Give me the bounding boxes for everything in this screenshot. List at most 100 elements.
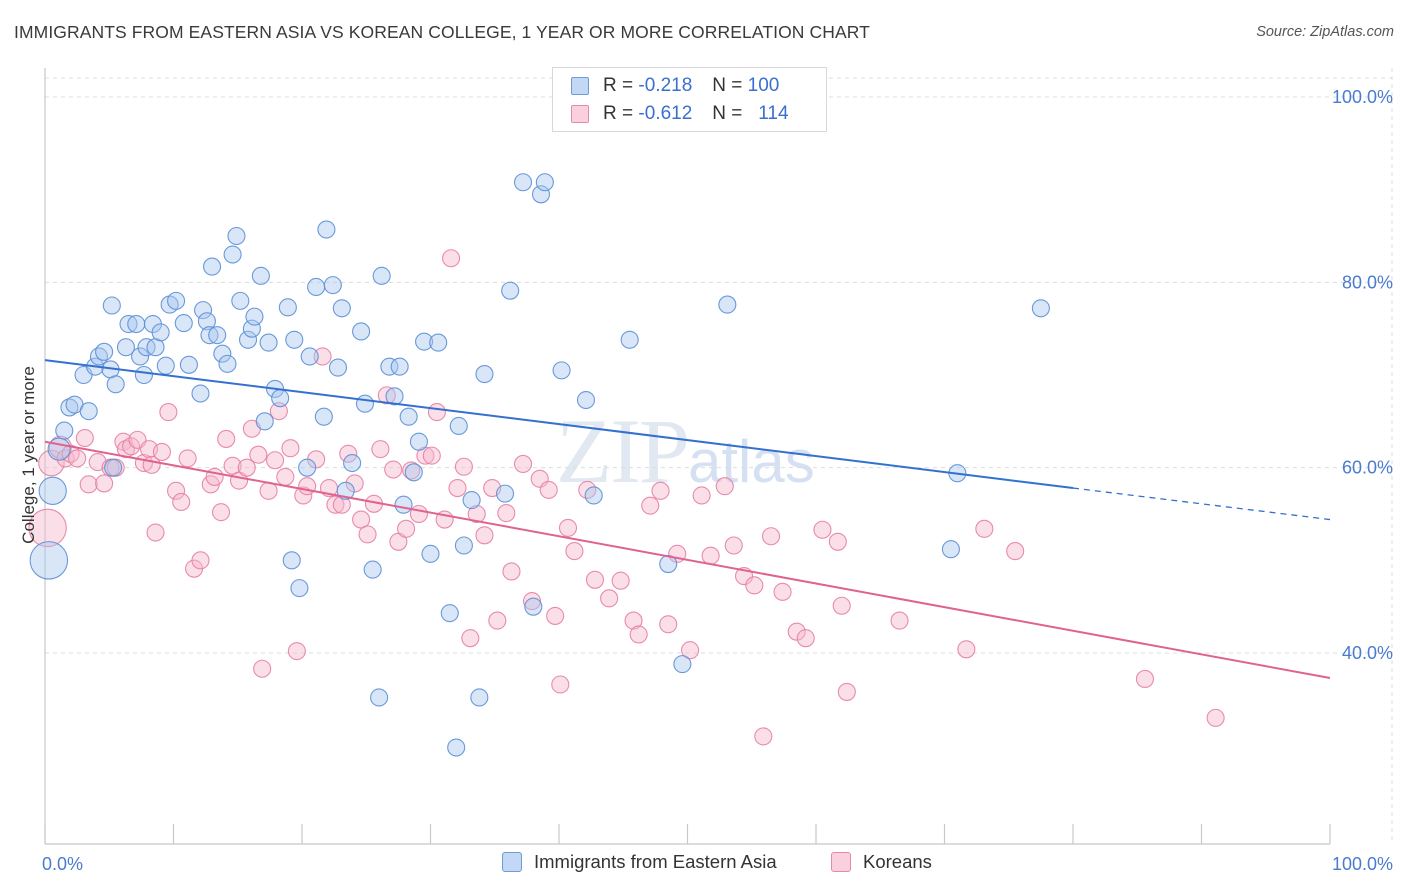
legend-r-label: R = — [603, 75, 634, 96]
korean-point — [1135, 669, 1155, 688]
eastern-asia-point — [218, 354, 237, 373]
eastern-asia-point — [197, 312, 216, 331]
eastern-asia-point — [524, 597, 543, 616]
eastern-asia-point — [501, 281, 520, 300]
eastern-asia-point — [282, 551, 301, 570]
korean-point — [659, 615, 678, 634]
chart-title: IMMIGRANTS FROM EASTERN ASIA VS KOREAN C… — [14, 22, 870, 42]
eastern-asia-point — [941, 540, 960, 559]
eastern-asia-point — [278, 298, 297, 317]
eastern-asia-point — [208, 326, 227, 345]
eastern-asia-point — [106, 375, 125, 394]
korean-point — [211, 503, 231, 522]
korean-point — [1206, 708, 1225, 727]
korean-point — [159, 403, 178, 422]
legend-label-eastern-asia: Immigrants from Eastern Asia — [534, 851, 777, 872]
source-credit: Source: ZipAtlas.com — [1256, 24, 1394, 40]
korean-point — [191, 551, 210, 570]
eastern-asia-point — [535, 173, 554, 192]
eastern-asia-point — [317, 220, 336, 239]
korean-point — [957, 640, 976, 659]
legend-r-value: -0.612 — [638, 103, 693, 124]
korean-point — [585, 570, 605, 589]
y-tick-label: 60.0% — [1342, 458, 1393, 478]
korean-point — [773, 582, 792, 601]
korean-point — [79, 475, 98, 494]
korean-point — [522, 592, 542, 611]
korean-point — [269, 402, 288, 421]
eastern-asia-point — [298, 458, 317, 477]
legend-swatch-blue — [502, 852, 522, 872]
legend-label-koreans: Koreans — [863, 851, 932, 872]
korean-point — [565, 542, 584, 561]
x-tick-label: 100.0% — [1332, 854, 1393, 874]
korean-point — [828, 532, 847, 551]
eastern-asia-point — [380, 357, 399, 376]
eastern-asia-point — [203, 257, 222, 276]
korean-point — [546, 606, 565, 625]
korean-point — [237, 458, 256, 477]
eastern-asia-point — [134, 365, 153, 385]
axes — [44, 68, 1331, 845]
eastern-asia-point — [409, 432, 428, 451]
legend-n-value: 100 — [747, 75, 780, 96]
eastern-asia-point — [223, 245, 242, 264]
korean-point — [358, 525, 377, 544]
korean-point — [178, 449, 197, 468]
y-axis-label: College, 1 year or more — [19, 366, 38, 544]
eastern-asia-point — [300, 347, 319, 366]
eastern-asia-point — [38, 476, 67, 505]
korean-point — [68, 449, 87, 468]
legend-row-eastern-asia: R = -0.218 N = 100 — [571, 74, 779, 98]
eastern-asia-point — [79, 402, 98, 421]
legend-r-value: -0.218 — [638, 75, 693, 96]
korean-point — [75, 428, 94, 448]
korean-point — [467, 504, 486, 524]
y-tick-label: 100.0% — [1332, 87, 1393, 107]
korean-point — [265, 451, 285, 470]
korean-point — [287, 642, 306, 661]
korean-point — [692, 486, 711, 505]
korean-point — [371, 440, 390, 459]
korean-point — [298, 477, 317, 496]
korean-point — [326, 495, 345, 514]
eastern-asia-point — [47, 437, 71, 461]
eastern-asia-point — [60, 398, 79, 417]
eastern-asia-point — [151, 323, 170, 342]
korean-point — [377, 386, 396, 405]
korean-point — [167, 481, 186, 500]
eastern-asia-point — [328, 358, 348, 377]
legend-item-eastern-asia: Immigrants from Eastern Asia — [502, 851, 777, 873]
watermark-zip: ZIP — [556, 400, 690, 502]
eastern-asia-point — [429, 333, 448, 352]
eastern-asia-point — [174, 314, 193, 333]
legend-n-label: N = — [712, 103, 743, 124]
korean-point — [122, 437, 141, 456]
korean-point — [422, 446, 441, 465]
eastern-asia-point — [119, 314, 138, 334]
eastern-asia-point — [95, 342, 114, 361]
eastern-asia-point — [213, 344, 232, 363]
correlation-legend: R = -0.218 N = 100 R = -0.612 N = 114 — [552, 67, 827, 132]
x-tick-label: 0.0% — [42, 854, 83, 874]
korean-point — [724, 536, 743, 555]
eastern-asia-point — [336, 481, 355, 500]
eastern-asia-point — [29, 541, 69, 580]
korean-point — [558, 518, 578, 537]
korean-point — [624, 611, 643, 630]
eastern-asia-point — [131, 347, 150, 366]
korean-point — [397, 519, 416, 538]
korean-point — [427, 403, 446, 422]
korean-point — [513, 454, 533, 474]
grid-lines — [45, 68, 1393, 844]
eastern-asia-point — [167, 291, 186, 310]
eastern-asia-point — [404, 463, 423, 482]
watermark-atlas: atlas — [688, 428, 815, 495]
eastern-asia-point — [307, 277, 326, 297]
eastern-asia-point — [255, 412, 274, 431]
korean-point — [701, 546, 720, 565]
korean-point — [832, 596, 851, 615]
korean-point — [442, 249, 461, 268]
legend-swatch-pink — [571, 105, 589, 123]
